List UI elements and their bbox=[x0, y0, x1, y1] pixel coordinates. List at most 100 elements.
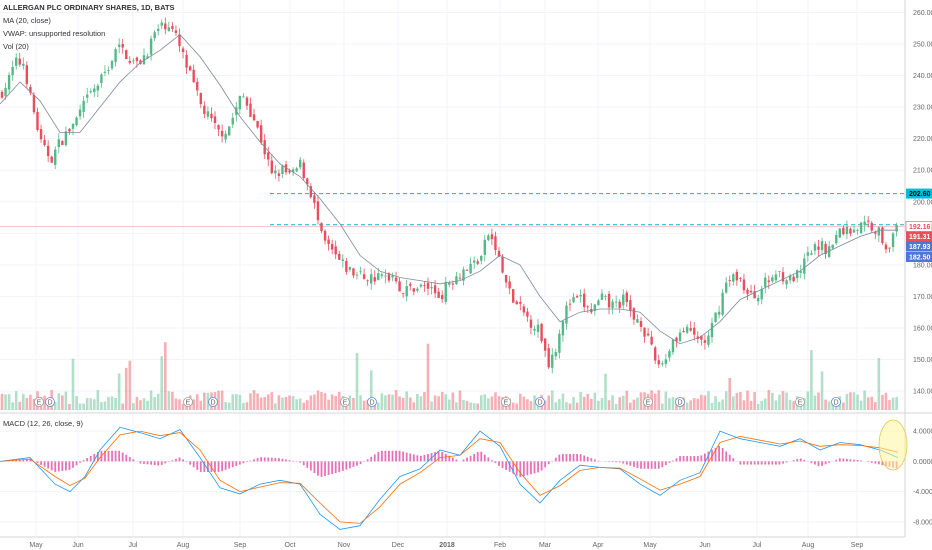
volume-bar bbox=[220, 390, 224, 410]
dividend-marker[interactable] bbox=[367, 397, 377, 407]
candle-body bbox=[458, 277, 462, 279]
candle-body bbox=[543, 338, 547, 351]
earnings-marker[interactable] bbox=[501, 397, 511, 407]
candle-body bbox=[536, 324, 540, 332]
price-tick-label: 240.00 bbox=[913, 73, 932, 80]
volume-bar bbox=[380, 393, 384, 410]
volume-bar bbox=[78, 403, 82, 410]
volume-bar bbox=[316, 390, 320, 410]
volume-bar bbox=[359, 395, 362, 410]
candle-body bbox=[671, 339, 675, 353]
candle-body bbox=[693, 327, 696, 335]
x-tick-label: Jun bbox=[699, 542, 710, 549]
candle-body bbox=[89, 91, 92, 93]
volume-bar bbox=[61, 395, 64, 410]
volume-bar bbox=[377, 402, 380, 410]
candle-body bbox=[11, 66, 14, 76]
candle-body bbox=[682, 331, 685, 333]
candle-body bbox=[359, 271, 362, 273]
macd-histogram-bar bbox=[743, 461, 745, 465]
price-badge bbox=[906, 231, 932, 242]
earnings-marker[interactable] bbox=[795, 397, 805, 407]
dividend-marker[interactable] bbox=[831, 397, 841, 407]
volume-bar bbox=[479, 395, 483, 410]
volume-bar bbox=[256, 393, 259, 410]
macd-histogram-bar bbox=[270, 457, 273, 462]
candle-body bbox=[370, 274, 373, 284]
ma-legend[interactable]: MA (20, close) bbox=[3, 16, 51, 25]
volume-bar bbox=[753, 391, 756, 410]
volume-bar bbox=[174, 398, 178, 410]
macd-histogram-bar bbox=[629, 461, 632, 466]
volume-bar bbox=[859, 400, 863, 410]
macd-histogram-bar bbox=[739, 461, 742, 465]
candle-body bbox=[462, 269, 465, 281]
earnings-marker[interactable] bbox=[643, 397, 653, 407]
x-tick-label: Jun bbox=[72, 542, 83, 549]
macd-legend[interactable]: MACD (12, 26, close, 9) bbox=[3, 419, 84, 428]
volume-bar bbox=[586, 393, 590, 410]
candle-body bbox=[299, 159, 302, 168]
candle-body bbox=[362, 274, 366, 279]
event-marker-label: E bbox=[186, 400, 191, 407]
macd-histogram-bar bbox=[128, 457, 131, 462]
x-tick-label: Mar bbox=[539, 542, 552, 549]
earnings-marker[interactable] bbox=[34, 397, 44, 407]
volume-bar bbox=[394, 390, 398, 410]
macd-histogram-bar bbox=[65, 461, 67, 471]
candle-body bbox=[728, 280, 731, 281]
dividend-marker[interactable] bbox=[535, 397, 545, 407]
volume-bar bbox=[866, 397, 870, 410]
macd-histogram-bar bbox=[643, 461, 646, 469]
volume-bar bbox=[430, 401, 433, 410]
macd-histogram-bar bbox=[650, 461, 653, 469]
candle-body bbox=[121, 43, 124, 48]
volume-bar bbox=[206, 392, 210, 410]
candle-body bbox=[210, 113, 213, 119]
earnings-marker[interactable] bbox=[183, 397, 193, 407]
macd-histogram-bar bbox=[50, 461, 53, 471]
macd-histogram-bar bbox=[341, 461, 344, 471]
macd-histogram-bar bbox=[391, 450, 394, 462]
volume-bar bbox=[870, 396, 874, 410]
dividend-marker[interactable] bbox=[675, 397, 685, 407]
candle-body bbox=[497, 250, 501, 257]
candle-body bbox=[387, 273, 391, 281]
candle-body bbox=[245, 97, 249, 106]
symbol-title[interactable]: ALLERGAN PLC ORDINARY SHARES, 1D, BATS bbox=[3, 3, 175, 12]
macd-histogram-bar bbox=[778, 461, 781, 465]
macd-histogram-bar bbox=[473, 453, 476, 462]
macd-line bbox=[0, 426, 899, 530]
vwap-legend[interactable]: VWAP: unsupported resolution bbox=[3, 29, 106, 38]
candle-body bbox=[330, 243, 334, 250]
event-marker-label: D bbox=[677, 400, 682, 407]
macd-histogram-bar bbox=[114, 450, 117, 462]
macd-histogram-bar bbox=[633, 461, 635, 467]
dividend-marker[interactable] bbox=[208, 397, 218, 407]
macd-histogram-bar bbox=[256, 458, 259, 462]
macd-histogram-bar bbox=[657, 461, 660, 469]
volume-bar bbox=[352, 397, 355, 410]
earnings-marker[interactable] bbox=[340, 397, 350, 407]
volume-legend[interactable]: Vol (20) bbox=[3, 42, 29, 51]
candle-body bbox=[792, 276, 795, 282]
macd-histogram-bar bbox=[15, 460, 18, 462]
candle-body bbox=[437, 291, 440, 298]
candle-body bbox=[714, 312, 717, 322]
candle-body bbox=[238, 96, 242, 110]
macd-histogram-bar bbox=[693, 456, 696, 462]
volume-bar bbox=[710, 403, 714, 410]
price-tick-label: 180.00 bbox=[913, 262, 932, 269]
macd-histogram-bar bbox=[306, 461, 309, 468]
dividend-marker[interactable] bbox=[45, 397, 55, 407]
macd-histogram-bar bbox=[398, 450, 401, 462]
macd-histogram-bar bbox=[231, 461, 234, 468]
macd-histogram-bar bbox=[682, 456, 685, 462]
candle-body bbox=[398, 281, 401, 292]
volume-bar bbox=[164, 342, 167, 410]
candle-body bbox=[810, 253, 813, 255]
volume-bar bbox=[550, 390, 554, 410]
